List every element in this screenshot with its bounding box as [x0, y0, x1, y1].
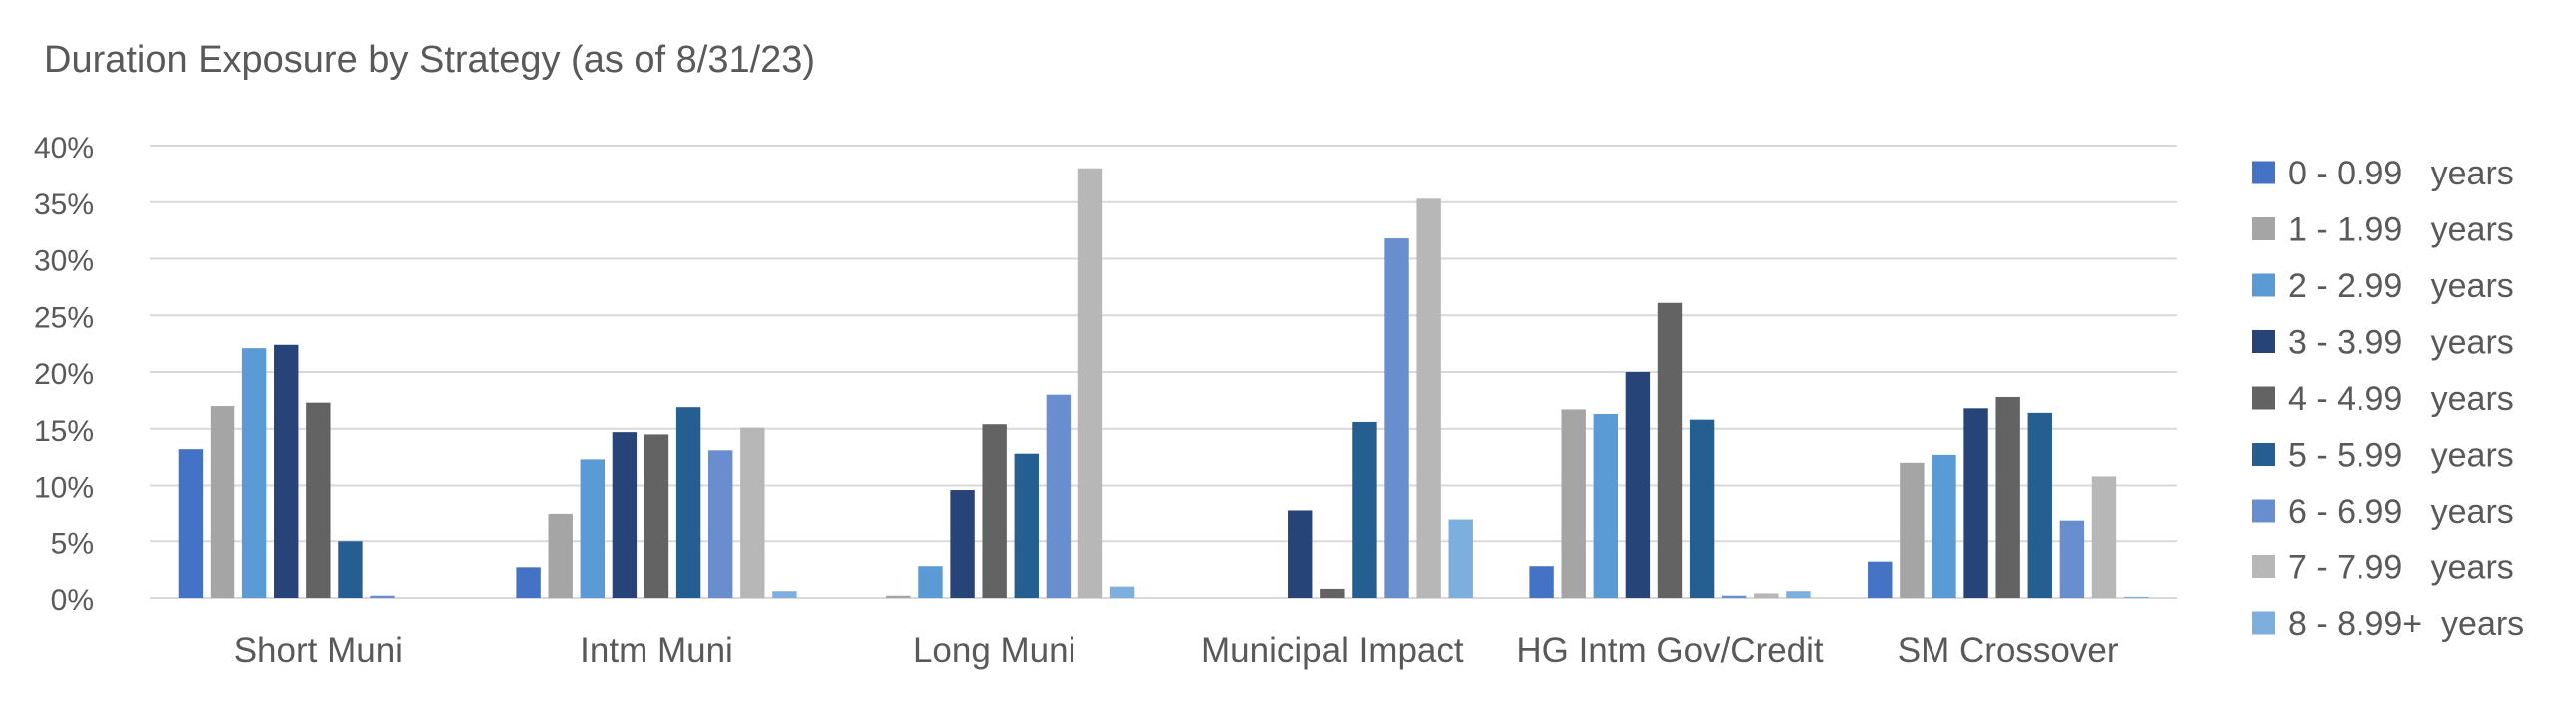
bar — [306, 402, 331, 598]
bar — [516, 567, 541, 598]
x-axis-categories: Short Muni Intm Muni Long Muni Municipal Im… — [234, 631, 2119, 670]
y-tick-label: 10% — [34, 472, 94, 505]
y-tick-label: 25% — [34, 301, 94, 334]
bar — [612, 432, 638, 598]
y-tick-label: 30% — [34, 245, 94, 278]
bar — [1448, 519, 1473, 598]
bar — [2027, 412, 2052, 598]
bar — [1900, 462, 1925, 598]
bar — [708, 450, 733, 598]
legend-swatch — [2252, 161, 2275, 184]
bar — [1722, 595, 1747, 598]
legend-label: 0 - 0.99 years — [2288, 155, 2514, 192]
bar — [2091, 476, 2117, 598]
bar — [274, 344, 299, 598]
y-tick-label: 15% — [34, 415, 94, 448]
bar — [1529, 566, 1554, 598]
bar — [580, 459, 605, 598]
bar — [2123, 596, 2149, 598]
bar — [1561, 409, 1586, 598]
x-category-label: HG Intm Gov/Credit — [1516, 631, 1824, 670]
legend-swatch — [2252, 443, 2275, 466]
bar — [241, 348, 267, 598]
x-category-label: Short Muni — [234, 631, 403, 670]
legend-swatch — [2252, 217, 2275, 240]
bar — [918, 566, 943, 598]
legend-label: 8 - 8.99+ years — [2288, 605, 2524, 643]
gridlines — [150, 145, 2177, 599]
bar — [675, 407, 701, 598]
y-tick-label: 0% — [51, 584, 94, 617]
bar — [740, 427, 765, 598]
legend-label: 4 - 4.99 years — [2288, 380, 2514, 418]
x-category-label: Long Muni — [913, 631, 1075, 670]
bar — [548, 513, 573, 599]
bars — [178, 168, 2149, 599]
bar — [772, 591, 797, 598]
bar — [1046, 394, 1072, 598]
bar — [1786, 591, 1811, 598]
legend-swatch — [2252, 499, 2275, 523]
legend-swatch — [2252, 555, 2275, 578]
legend-swatch — [2252, 611, 2275, 635]
legend-label: 2 - 2.99 years — [2288, 267, 2514, 305]
x-category-label: SM Crossover — [1898, 631, 2119, 670]
bar — [644, 434, 669, 598]
bar — [1625, 372, 1651, 598]
y-tick-label: 20% — [34, 358, 94, 391]
bar — [1014, 453, 1039, 598]
bar — [1384, 238, 1409, 598]
bar — [2059, 520, 2085, 598]
bar — [1109, 586, 1135, 598]
bar — [1077, 168, 1103, 598]
bar — [1689, 419, 1715, 598]
y-tick-label: 40% — [34, 132, 94, 165]
bar — [982, 424, 1007, 598]
legend-label: 1 - 1.99 years — [2288, 211, 2514, 249]
bar — [950, 490, 975, 598]
bar — [338, 541, 363, 598]
y-axis-ticks: 0% 5% 10% 15% 20% 25% 30% 35% 40% — [34, 132, 94, 617]
bar — [1352, 421, 1377, 598]
y-tick-label: 35% — [34, 188, 94, 221]
bar — [178, 449, 204, 598]
legend-swatch — [2252, 273, 2275, 297]
bar — [1320, 588, 1345, 598]
bar — [210, 406, 235, 598]
bar — [1754, 593, 1779, 598]
x-category-label: Intm Muni — [580, 631, 733, 670]
bar — [1932, 454, 1956, 598]
legend-label: 7 - 7.99 years — [2288, 549, 2514, 587]
bar — [1995, 396, 2020, 598]
legend-label: 3 - 3.99 years — [2288, 324, 2514, 362]
bar — [886, 595, 911, 598]
legend-label: 6 - 6.99 years — [2288, 493, 2514, 531]
y-tick-label: 5% — [51, 528, 94, 560]
bar — [1963, 408, 1988, 598]
legend-label: 5 - 5.99 years — [2288, 437, 2514, 475]
bar — [1288, 510, 1313, 598]
legend: 0 - 0.99 years 1 - 1.99 years 2 - 2.99 yea… — [2252, 155, 2524, 643]
legend-swatch — [2252, 386, 2275, 410]
bar — [1868, 561, 1893, 598]
bar — [1657, 302, 1683, 598]
chart-title: Duration Exposure by Strategy (as of 8/3… — [44, 39, 815, 81]
legend-swatch — [2252, 330, 2275, 353]
bar — [1416, 198, 1441, 598]
bar — [370, 595, 395, 598]
x-category-label: Municipal Impact — [1201, 631, 1464, 670]
bar — [1593, 414, 1618, 598]
